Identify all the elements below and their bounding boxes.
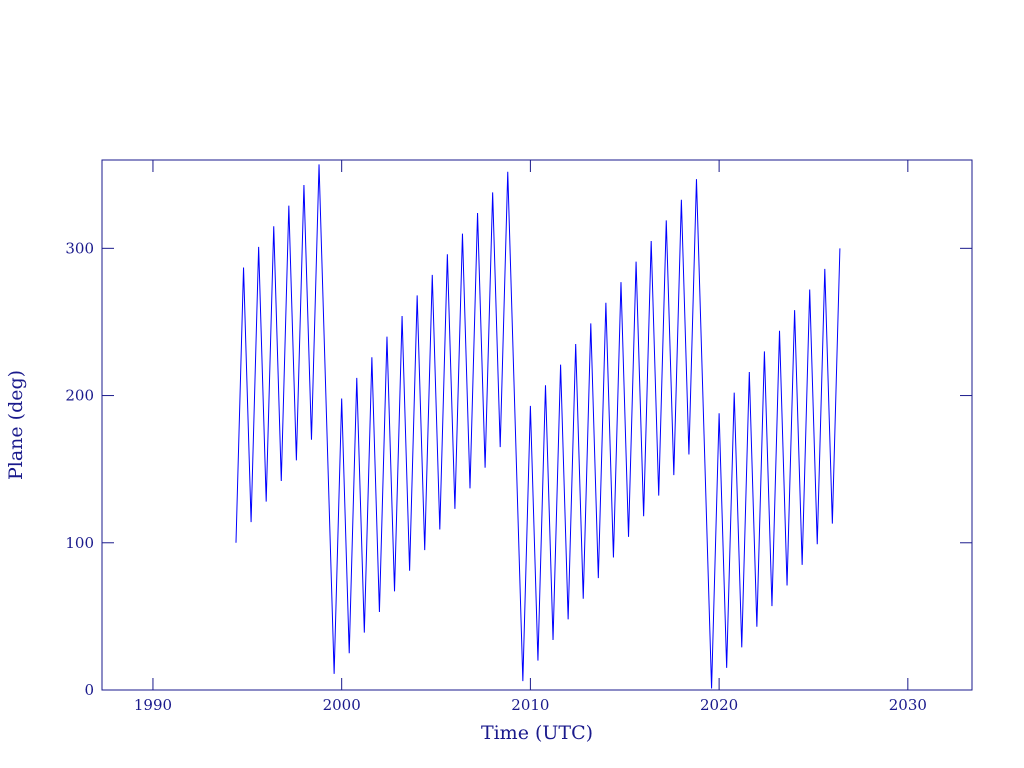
x-axis-title: Time (UTC)	[481, 722, 593, 744]
y-axis-title: Plane (deg)	[5, 370, 27, 480]
y-tick-label: 200	[65, 387, 94, 405]
y-tick-label: 300	[65, 239, 94, 257]
plot-frame	[101, 159, 973, 691]
y-tick-label: 100	[65, 534, 94, 552]
x-tick-label: 1990	[134, 696, 172, 714]
x-tick-label: 2000	[323, 696, 361, 714]
x-tick-label: 2030	[889, 696, 927, 714]
y-tick-label: 0	[84, 681, 94, 699]
x-tick-label: 2010	[511, 696, 549, 714]
x-tick-label: 2020	[700, 696, 738, 714]
data-line	[235, 164, 841, 689]
